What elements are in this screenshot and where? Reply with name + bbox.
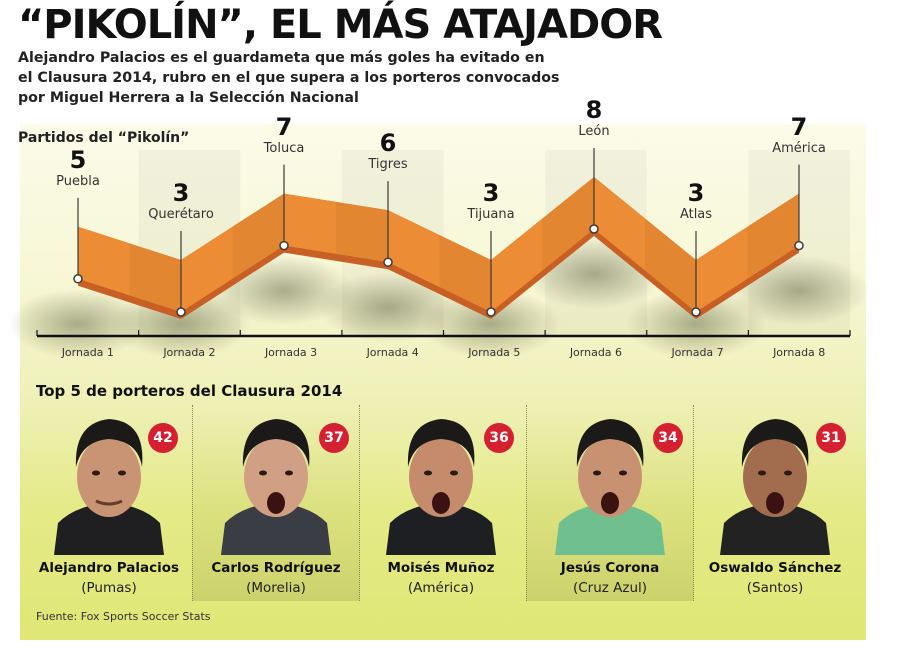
player-card: 34 Jesús Corona (Cruz Azul) bbox=[526, 405, 694, 601]
x-axis-tick-label: Jornada 7 bbox=[671, 346, 724, 359]
player-card: 36 Moisés Muñoz (América) bbox=[358, 405, 524, 601]
player-photo bbox=[221, 419, 331, 555]
opponent-label: Tijuana bbox=[467, 207, 515, 222]
subtitle-line: por Miguel Herrera a la Selección Nacion… bbox=[18, 90, 359, 106]
chart-title: Partidos del “Pikolín” bbox=[18, 130, 190, 146]
player-team: (América) bbox=[407, 580, 475, 596]
source-note: Fuente: Fox Sports Soccer Stats bbox=[36, 610, 211, 623]
player-photo bbox=[54, 419, 164, 555]
x-axis-tick-label: Jornada 4 bbox=[366, 346, 419, 359]
x-axis-tick-label: Jornada 6 bbox=[569, 346, 623, 359]
player-team: (Santos) bbox=[746, 580, 804, 596]
data-value-label: 3 bbox=[172, 179, 190, 207]
subtitle-line: el Clausura 2014, rubro en el que supera… bbox=[18, 70, 560, 86]
data-value-label: 5 bbox=[69, 145, 87, 174]
subtitle-line: Alejandro Palacios es el guardameta que … bbox=[18, 50, 545, 66]
subtitle: Alejandro Palacios es el guardameta que … bbox=[18, 48, 618, 108]
player-photo bbox=[720, 419, 830, 555]
x-axis-tick-label: Jornada 2 bbox=[163, 346, 216, 359]
player-name: Alejandro Palacios bbox=[38, 560, 180, 576]
player-team: (Pumas) bbox=[81, 580, 137, 596]
player-card: 42 Alejandro Palacios (Pumas) bbox=[26, 405, 192, 601]
data-value-label: 7 bbox=[275, 112, 293, 141]
opponent-label: Puebla bbox=[56, 173, 100, 189]
player-photo bbox=[555, 419, 665, 555]
ranking-title: Top 5 de porteros del Clausura 2014 bbox=[36, 382, 343, 400]
player-team: (Morelia) bbox=[246, 580, 306, 596]
score-badge: 34 bbox=[653, 423, 683, 453]
score-badge: 36 bbox=[484, 423, 514, 453]
opponent-label: Atlas bbox=[679, 207, 713, 222]
opponent-label: Querétaro bbox=[148, 207, 214, 222]
player-team: (Cruz Azul) bbox=[572, 580, 648, 596]
data-value-label: 8 bbox=[585, 96, 603, 124]
data-value-label: 3 bbox=[687, 179, 705, 207]
data-value-label: 6 bbox=[379, 129, 397, 158]
player-name: Oswaldo Sánchez bbox=[708, 560, 842, 576]
x-axis-tick-label: Jornada 3 bbox=[264, 346, 318, 359]
score-badge: 42 bbox=[148, 423, 178, 453]
page-title: “PIKOLÍN”, EL MÁS ATAJADOR bbox=[18, 2, 663, 48]
x-axis-tick-label: Jornada 8 bbox=[773, 346, 826, 359]
player-card: 31 Oswaldo Sánchez (Santos) bbox=[692, 405, 858, 601]
player-name: Carlos Rodríguez bbox=[211, 560, 341, 576]
x-axis-tick-label: Jornada 1 bbox=[61, 346, 114, 359]
data-value-label: 7 bbox=[790, 112, 808, 141]
line-chart bbox=[8, 148, 869, 359]
opponent-label: Toluca bbox=[263, 140, 305, 156]
opponent-label: América bbox=[772, 140, 826, 156]
player-photo bbox=[386, 419, 496, 555]
player-name: Jesús Corona bbox=[560, 560, 660, 576]
data-value-label: 3 bbox=[482, 179, 500, 207]
player-card: 37 Carlos Rodríguez (Morelia) bbox=[192, 405, 360, 601]
x-axis-tick-label: Jornada 5 bbox=[468, 346, 521, 359]
chart-plot-area bbox=[8, 148, 869, 359]
score-badge: 37 bbox=[319, 423, 349, 453]
opponent-label: Tigres bbox=[368, 157, 408, 173]
opponent-label: León bbox=[578, 124, 610, 139]
player-name: Moisés Muñoz bbox=[387, 560, 495, 576]
score-badge: 31 bbox=[816, 423, 846, 453]
